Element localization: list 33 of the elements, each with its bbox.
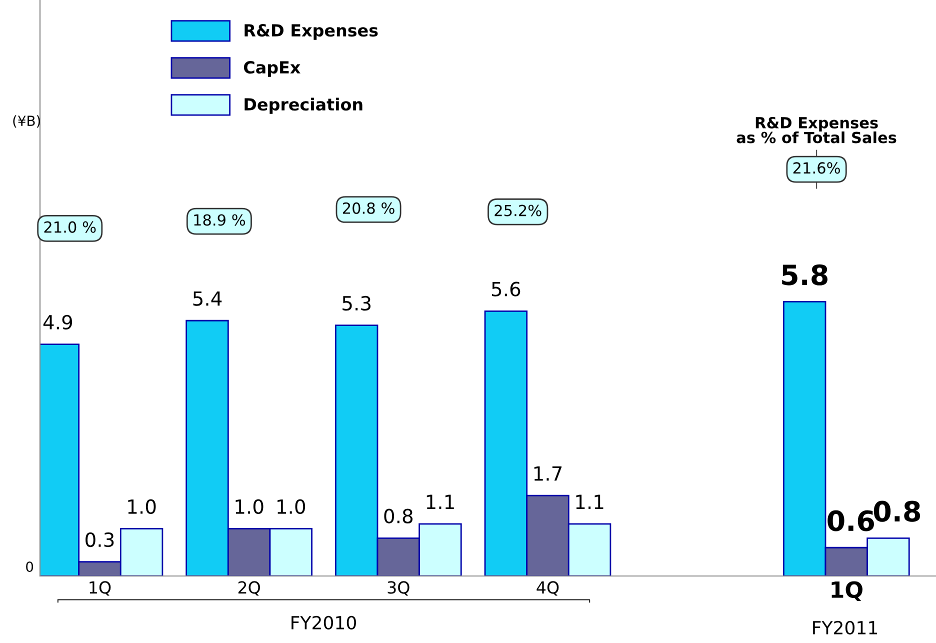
data-label: 1.0 xyxy=(236,499,264,514)
legend-label: CapEx xyxy=(244,61,300,77)
x-tick-label: 4Q xyxy=(536,581,559,596)
text: R&D Expenses as % of Total Sales xyxy=(736,116,896,144)
data-label: 0.6 xyxy=(828,510,874,532)
x-tick-label: 2Q xyxy=(238,581,260,596)
text: FY2010 xyxy=(292,616,356,630)
text: 21.0 % xyxy=(44,221,96,233)
data-label: 1.1 xyxy=(426,494,454,509)
x-tick-label: 1Q xyxy=(832,581,862,601)
text: 21.6% xyxy=(793,162,840,174)
data-label: 0.3 xyxy=(86,532,114,548)
data-label: 4.9 xyxy=(43,314,72,330)
data-label: 5.8 xyxy=(782,264,828,286)
data-label: 0.8 xyxy=(874,500,920,522)
x-tick-label: 3Q xyxy=(388,581,410,596)
data-label: 1.7 xyxy=(534,466,562,481)
text: 25.2% xyxy=(494,204,542,216)
text: 0 xyxy=(26,562,34,572)
legend-label: Depreciation xyxy=(244,98,362,114)
data-label: 0.8 xyxy=(384,508,413,524)
data-label: 1.0 xyxy=(278,499,306,514)
data-label: 5.6 xyxy=(492,282,520,296)
text: 18.9 % xyxy=(194,214,246,226)
x-tick-label: 1Q xyxy=(90,581,111,596)
data-label: 1.0 xyxy=(128,499,156,514)
text: FY2011 xyxy=(813,620,878,634)
data-label: 1.1 xyxy=(576,494,604,509)
text: (¥B) xyxy=(13,115,40,128)
legend-label: R&D Expenses xyxy=(244,24,378,40)
text: 20.8 % xyxy=(342,202,394,214)
data-label: 5.3 xyxy=(342,296,370,311)
data-label: 5.4 xyxy=(193,291,222,306)
